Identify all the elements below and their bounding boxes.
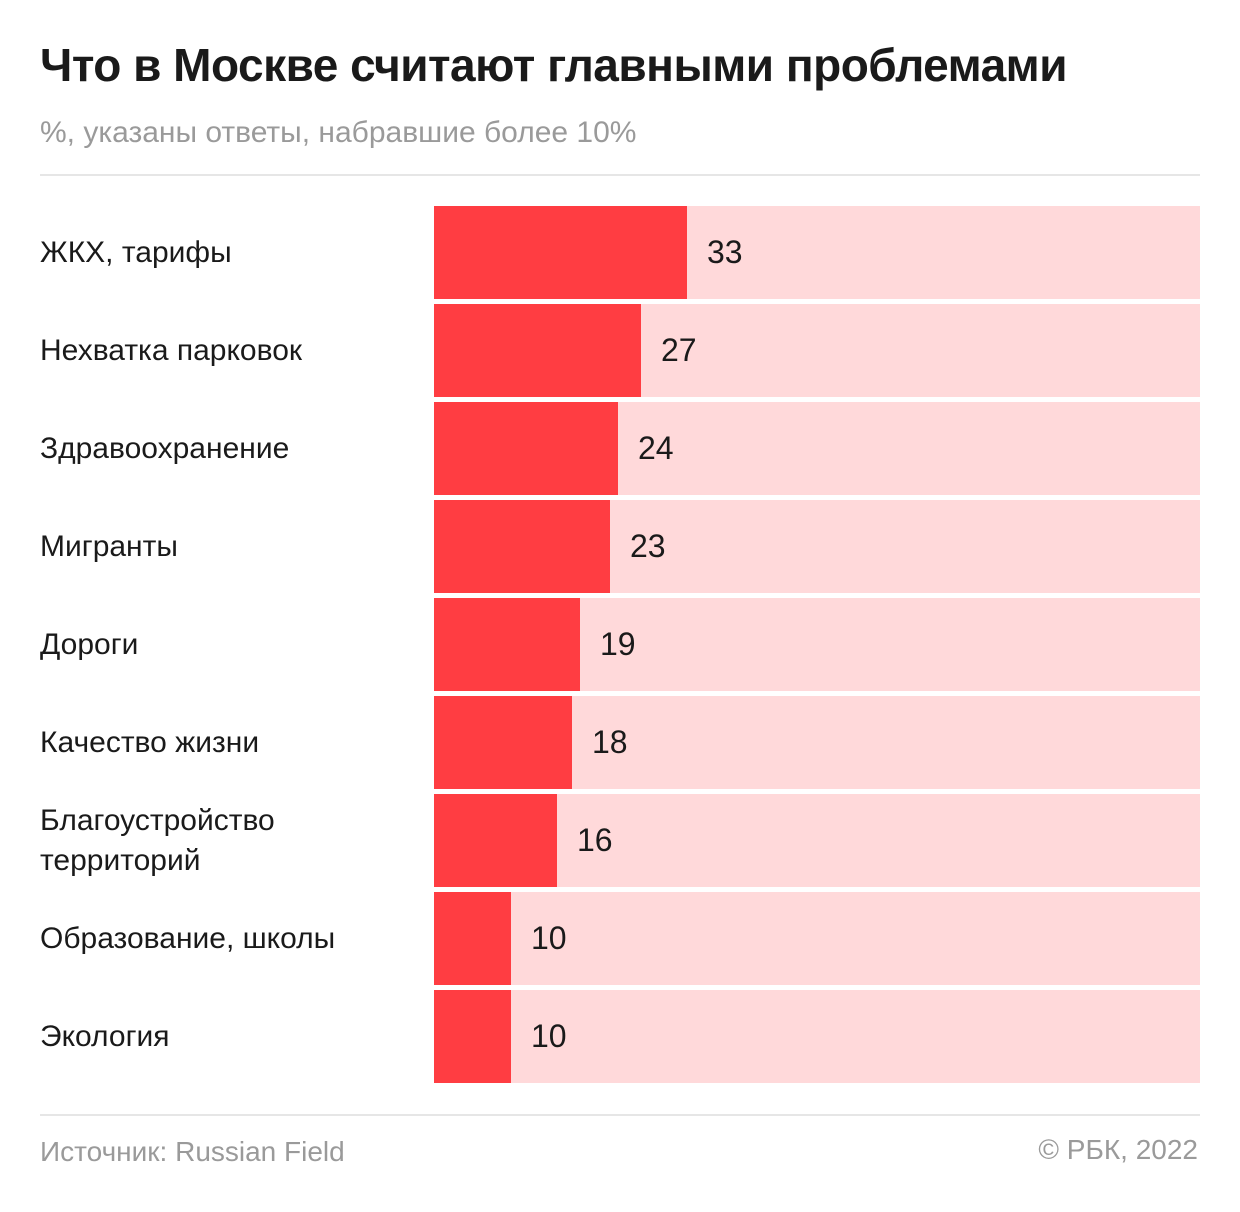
bar-track: 24 [434,402,1200,495]
bar-value-label: 24 [638,430,674,466]
bar [434,696,572,789]
category-label: Благоустройство территорий [40,803,275,877]
bar-value-label: 10 [531,1018,567,1054]
bar-row: Благоустройство территорий 16 [40,794,1200,887]
bar-row: Качество жизни 18 [40,696,1200,789]
bar-value-label: 33 [707,234,743,270]
bar-row: Мигранты 23 [40,500,1200,593]
bar-value-label: 19 [600,626,636,662]
category-label: Мигранты [40,529,178,563]
bar [434,206,687,299]
category-label: Экология [40,1019,170,1053]
bar-track: 10 [434,892,1200,985]
bar-value-label: 18 [592,724,628,760]
chart-subtitle: %, указаны ответы, набравшие более 10% [40,116,637,149]
bar-value-label: 16 [577,822,613,858]
category-label: ЖКХ, тарифы [40,235,232,269]
bar [434,990,511,1083]
bar [434,794,557,887]
copyright-note: © РБК, 2022 [1038,1134,1198,1165]
bar [434,402,618,495]
bar-row: Образование, школы 10 [40,892,1200,985]
bar-row: Экология 10 [40,990,1200,1083]
bar-value-label: 27 [661,332,697,368]
bar [434,500,610,593]
chart-title: Что в Москве считают главными проблемами [40,39,1067,91]
bar-track: 33 [434,206,1200,299]
bar-track: 18 [434,696,1200,789]
category-label: Нехватка парковок [40,333,303,367]
top-divider [40,174,1200,176]
bar-value-label: 10 [531,920,567,956]
bar-track: 16 [434,794,1200,887]
bar-track: 27 [434,304,1200,397]
bar [434,892,511,985]
bar [434,598,580,691]
category-label: Качество жизни [40,725,260,759]
bottom-divider [40,1114,1200,1116]
bar-row: Здравоохранение 24 [40,402,1200,495]
bar-row: Дороги 19 [40,598,1200,691]
bar [434,304,641,397]
bar-track: 23 [434,500,1200,593]
source-note: Источник: Russian Field [40,1136,345,1167]
bar-row: Нехватка парковок 27 [40,304,1200,397]
bar-row: ЖКХ, тарифы 33 [40,206,1200,299]
bar-track: 19 [434,598,1200,691]
bar-value-label: 23 [630,528,666,564]
category-label: Дороги [40,627,139,661]
category-label: Здравоохранение [40,431,290,465]
category-label: Образование, школы [40,921,336,955]
bar-track: 10 [434,990,1200,1083]
